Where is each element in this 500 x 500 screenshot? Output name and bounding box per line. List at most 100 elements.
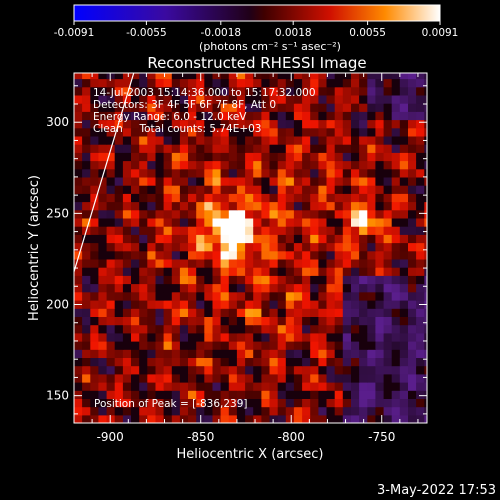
- heatmap-cell: [147, 267, 156, 276]
- heatmap-cell: [82, 332, 91, 342]
- heatmap-cell: [399, 308, 409, 317]
- heatmap-cell: [122, 308, 132, 317]
- heatmap-cell: [98, 390, 108, 399]
- heatmap-cell: [147, 201, 156, 211]
- heatmap-cell: [310, 341, 319, 350]
- heatmap-cell: [359, 144, 368, 153]
- heatmap-cell: [179, 73, 189, 80]
- heatmap-cell: [399, 406, 409, 416]
- heatmap-cell: [302, 390, 311, 399]
- heatmap-cell: [391, 308, 401, 317]
- heatmap-cell: [334, 390, 344, 399]
- heatmap-cell: [367, 406, 376, 416]
- heatmap-cell: [188, 300, 197, 309]
- heatmap-cell: [342, 135, 352, 145]
- heatmap-cell: [253, 144, 262, 153]
- heatmap-cell: [163, 349, 173, 358]
- heatmap-cell: [212, 135, 222, 145]
- heatmap-cell: [147, 185, 156, 194]
- heatmap-cell: [261, 275, 271, 285]
- heatmap-cell: [285, 119, 295, 129]
- heatmap-cell: [236, 226, 246, 235]
- heatmap-cell: [131, 78, 140, 88]
- heatmap-cell: [139, 341, 148, 350]
- heatmap-cell: [245, 250, 254, 260]
- heatmap-cell: [367, 267, 376, 276]
- heatmap-cell: [196, 258, 205, 268]
- heatmap-cell: [131, 152, 140, 162]
- heatmap-cell: [245, 316, 254, 326]
- heatmap-cell: [416, 86, 425, 96]
- heatmap-cell: [391, 365, 401, 375]
- heatmap-cell: [391, 357, 401, 367]
- heatmap-cell: [367, 209, 376, 219]
- heatmap-cell: [351, 283, 360, 293]
- heatmap-cell: [359, 258, 368, 268]
- heatmap-cell: [90, 357, 99, 367]
- heatmap-cell: [212, 349, 222, 358]
- heatmap-cell: [74, 119, 83, 129]
- heatmap-cell: [131, 209, 140, 219]
- heatmap-cell: [261, 250, 271, 260]
- heatmap-cell: [98, 73, 108, 80]
- heatmap-cell: [171, 152, 181, 162]
- heatmap-cell: [310, 135, 319, 145]
- heatmap-cell: [253, 291, 262, 301]
- heatmap-cell: [245, 324, 254, 334]
- heatmap-cell: [326, 283, 336, 293]
- heatmap-cell: [293, 390, 303, 399]
- heatmap-cell: [122, 168, 132, 178]
- heatmap-cell: [367, 283, 376, 293]
- heatmap-cell: [163, 73, 173, 80]
- heatmap-cell: [416, 127, 425, 137]
- heatmap-cell: [196, 300, 205, 309]
- heatmap-cell: [351, 78, 360, 88]
- heatmap-cell: [359, 365, 368, 375]
- heatmap-cell: [253, 234, 262, 244]
- heatmap-cell: [163, 275, 173, 285]
- heatmap-cell: [326, 250, 336, 260]
- heatmap-cell: [424, 209, 427, 219]
- heatmap-cell: [196, 86, 205, 96]
- heatmap-cell: [416, 152, 425, 162]
- heatmap-cell: [318, 349, 328, 358]
- heatmap-cell: [293, 176, 303, 186]
- heatmap-cell: [253, 357, 262, 367]
- heatmap-cell: [163, 291, 173, 301]
- heatmap-cell: [375, 226, 385, 235]
- heatmap-cell: [98, 267, 108, 276]
- heatmap-cell: [179, 373, 189, 383]
- heatmap-cell: [261, 168, 271, 178]
- heatmap-cell: [163, 308, 173, 317]
- heatmap-cell: [131, 94, 140, 104]
- heatmap-cell: [383, 275, 393, 285]
- heatmap-cell: [74, 193, 83, 203]
- heatmap-cell: [269, 341, 279, 350]
- heatmap-cell: [399, 209, 409, 219]
- heatmap-cell: [424, 193, 427, 203]
- heatmap-cell: [98, 341, 108, 350]
- heatmap-cell: [375, 324, 385, 334]
- heatmap-cell: [261, 349, 271, 358]
- heatmap-cell: [318, 234, 328, 244]
- heatmap-cell: [74, 201, 83, 211]
- heatmap-cell: [424, 390, 427, 399]
- heatmap-cell: [310, 332, 319, 342]
- heatmap-cell: [277, 382, 287, 391]
- heatmap-cell: [74, 365, 83, 375]
- heatmap-cell: [90, 127, 99, 137]
- heatmap-cell: [106, 234, 116, 244]
- heatmap-cell: [204, 144, 213, 153]
- heatmap-cell: [236, 406, 246, 416]
- heatmap-cell: [293, 283, 303, 293]
- heatmap-cell: [375, 275, 385, 285]
- heatmap-cell: [399, 94, 409, 104]
- heatmap-cell: [383, 316, 393, 326]
- heatmap-cell: [163, 201, 173, 211]
- heatmap-cell: [261, 160, 271, 170]
- heatmap-cell: [261, 341, 271, 350]
- heatmap-cell: [318, 283, 328, 293]
- heatmap-cell: [293, 308, 303, 317]
- heatmap-cell: [334, 250, 344, 260]
